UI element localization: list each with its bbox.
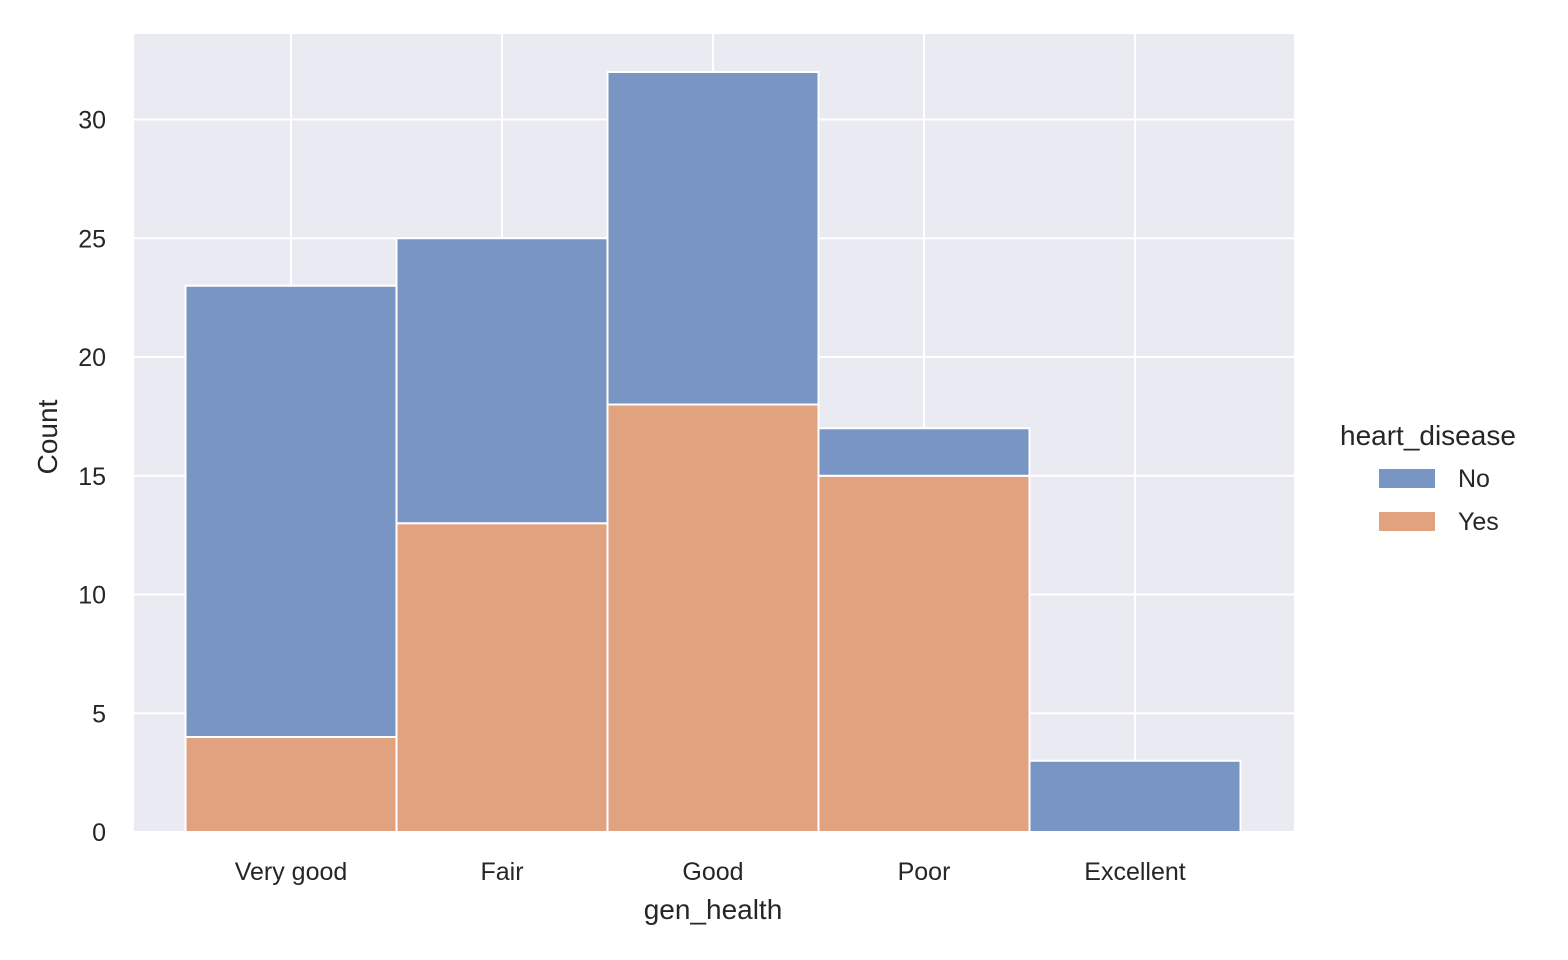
- y-tick-label: 20: [78, 344, 106, 372]
- x-tick-label: Good: [682, 858, 743, 886]
- legend: heart_disease No Yes: [1340, 420, 1516, 536]
- legend-label-yes: Yes: [1458, 508, 1499, 536]
- bar-no: [1028, 759, 1242, 833]
- bar-yes: [606, 403, 820, 833]
- y-axis-ticks: 0 5 10 15 20 25 30: [78, 107, 106, 848]
- y-tick-label: 15: [78, 463, 106, 491]
- bars: [184, 71, 1242, 833]
- bar-yes: [184, 736, 398, 833]
- y-axis-title: Count: [32, 399, 63, 474]
- y-tick-label: 0: [92, 819, 106, 847]
- bar-no: [395, 237, 609, 525]
- y-tick-label: 30: [78, 107, 106, 135]
- legend-swatch-yes: [1379, 512, 1435, 531]
- x-tick-label: Very good: [235, 858, 348, 886]
- bar-no: [817, 427, 1031, 477]
- bar-yes: [395, 522, 609, 833]
- y-tick-label: 5: [92, 700, 106, 728]
- legend-title: heart_disease: [1340, 420, 1516, 451]
- bar-no: [184, 284, 398, 738]
- x-axis-title: gen_health: [644, 894, 783, 925]
- x-axis-ticks: Very good Fair Good Poor Excellent: [235, 858, 1186, 886]
- legend-label-no: No: [1458, 465, 1490, 493]
- x-tick-label: Poor: [898, 858, 951, 886]
- y-tick-label: 25: [78, 225, 106, 253]
- legend-swatch-no: [1379, 469, 1435, 488]
- bar-no: [606, 71, 820, 406]
- bar-yes: [817, 474, 1031, 833]
- x-tick-label: Excellent: [1084, 858, 1185, 886]
- x-tick-label: Fair: [480, 858, 523, 886]
- y-tick-label: 10: [78, 582, 106, 610]
